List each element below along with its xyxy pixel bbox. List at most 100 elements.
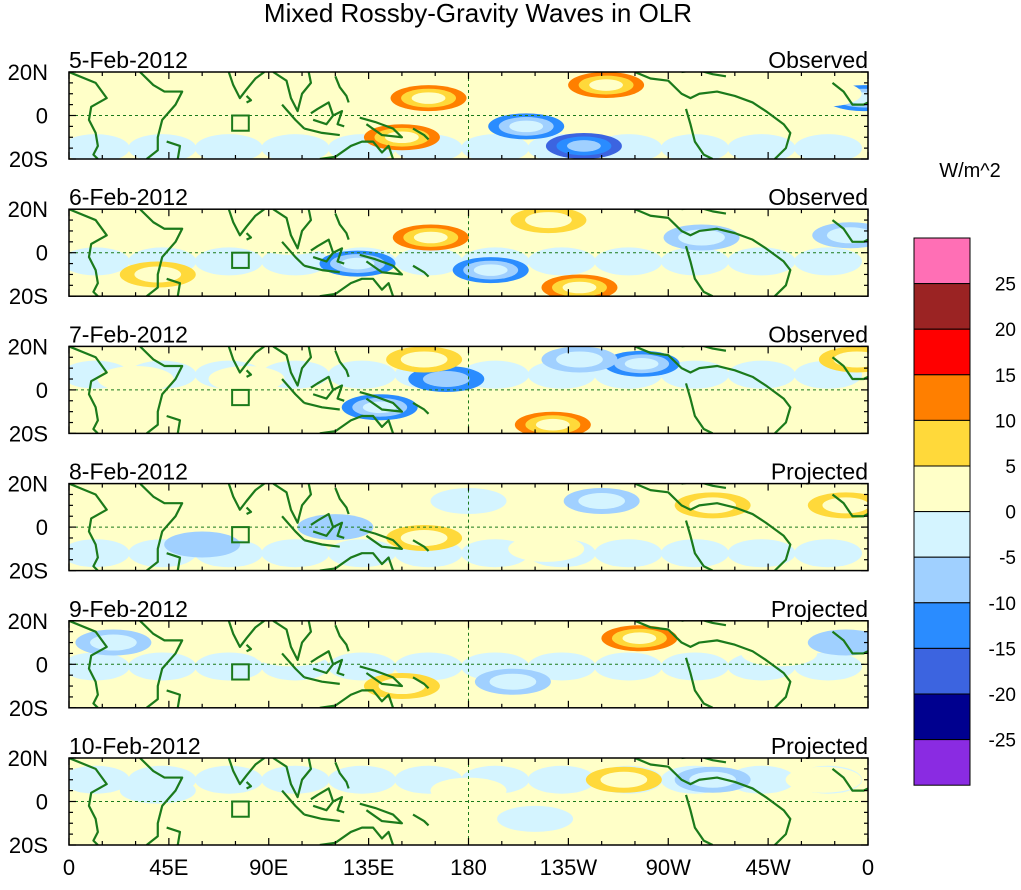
coastline [319, 140, 395, 159]
coastline [69, 72, 108, 159]
coastline [69, 483, 108, 571]
legend-label: 15 [995, 366, 1016, 387]
olr-anomaly [489, 673, 537, 690]
olr-anomaly [119, 777, 196, 804]
coastline [359, 802, 404, 825]
coastline [139, 346, 184, 434]
panel: 20N 0 20S 6-Feb-2012 Observed [8, 184, 869, 309]
coastline [272, 72, 313, 113]
coastline [281, 652, 306, 679]
map-panels: 20N 0 20S 5-Feb-2012 Observed 20N 0 20S 6-Feb-20… [8, 47, 869, 858]
coastline [831, 493, 868, 518]
coastline [684, 520, 714, 571]
field-patch [194, 652, 263, 681]
coastline [359, 391, 404, 413]
olr-anomaly [556, 351, 603, 368]
field-patch [327, 360, 396, 389]
coastline [334, 487, 350, 515]
legend-swatch [913, 602, 971, 649]
olr-anomaly [807, 629, 868, 656]
coastline [412, 127, 430, 141]
olr-anomaly [413, 231, 448, 244]
field-patch [394, 247, 463, 276]
coastline [334, 761, 350, 789]
y-tick-label: 0 [36, 241, 48, 266]
coastline [245, 95, 253, 104]
x-tick-label: 90W [646, 855, 691, 880]
coastline [831, 219, 868, 243]
field-patch [261, 134, 330, 159]
color-legend: W/m^2 25 20 15 10 5 0 -5 -10 -15 -20 -25 [913, 160, 1016, 786]
legend-swatch [913, 374, 971, 421]
olr-anomaly [509, 120, 544, 133]
olr-anomaly [400, 351, 448, 368]
coastline [334, 350, 350, 378]
olr-anomaly [400, 529, 448, 546]
coastline [310, 375, 335, 400]
coastline [139, 758, 184, 845]
field-patch [527, 652, 596, 681]
y-tick-label: 20N [8, 746, 48, 771]
coastline [281, 789, 306, 816]
y-tick-label: 20N [8, 334, 48, 359]
coastline [69, 758, 108, 845]
olr-anomaly [208, 366, 285, 393]
field-patch [261, 765, 330, 794]
field-patch [194, 765, 263, 794]
legend-label: -15 [989, 639, 1016, 660]
field-patch [660, 247, 729, 276]
field-patch [69, 539, 130, 568]
panel-status: Observed [768, 321, 868, 347]
panel: 20N 0 20S 7-Feb-2012 Observed [8, 321, 869, 446]
olr-anomaly [252, 228, 329, 255]
y-tick-label: 20S [9, 421, 48, 446]
legend-swatch [913, 511, 971, 558]
field-patch [261, 539, 330, 568]
coastline [634, 483, 792, 571]
olr-anomaly [97, 366, 174, 393]
coastline [310, 238, 335, 263]
field-patch [194, 134, 263, 159]
field-patch [660, 652, 729, 681]
coastline [319, 552, 395, 571]
coastline [332, 384, 345, 402]
coastline [412, 539, 430, 552]
olr-anomaly [525, 212, 572, 229]
coastline [681, 72, 727, 78]
coastline [359, 116, 404, 139]
coastline [634, 72, 792, 159]
coastline [681, 620, 727, 627]
coastline [227, 346, 265, 374]
coastline [332, 658, 345, 677]
field-patch [727, 247, 796, 276]
coastline [684, 108, 714, 159]
coastline [281, 515, 306, 541]
coastline [166, 414, 182, 434]
legend-swatch [913, 556, 971, 604]
olr-anomaly [622, 632, 657, 644]
field-patch [594, 247, 663, 276]
olr-anomaly [562, 281, 597, 294]
panel-status: Observed [768, 184, 868, 210]
olr-anomaly [689, 497, 737, 514]
coastline [139, 483, 184, 571]
coastline [332, 796, 345, 814]
coastline [831, 82, 868, 106]
y-tick-label: 20S [9, 147, 48, 172]
coastline [334, 75, 350, 103]
legend-label: -10 [989, 594, 1016, 615]
olr-anomaly [600, 771, 648, 788]
olr-anomaly [678, 229, 725, 246]
olr-anomaly [785, 766, 862, 793]
coastline [412, 264, 430, 278]
legend-swatch [913, 419, 971, 467]
field-patch [69, 652, 130, 681]
region-box [231, 388, 250, 407]
panel: 20N 0 20S 10-Feb-2012 Projected [8, 733, 869, 858]
coastline [69, 620, 108, 708]
y-tick-label: 20N [8, 472, 48, 497]
coastline [412, 402, 430, 415]
field-patch [327, 765, 396, 794]
field-patch [527, 765, 596, 794]
